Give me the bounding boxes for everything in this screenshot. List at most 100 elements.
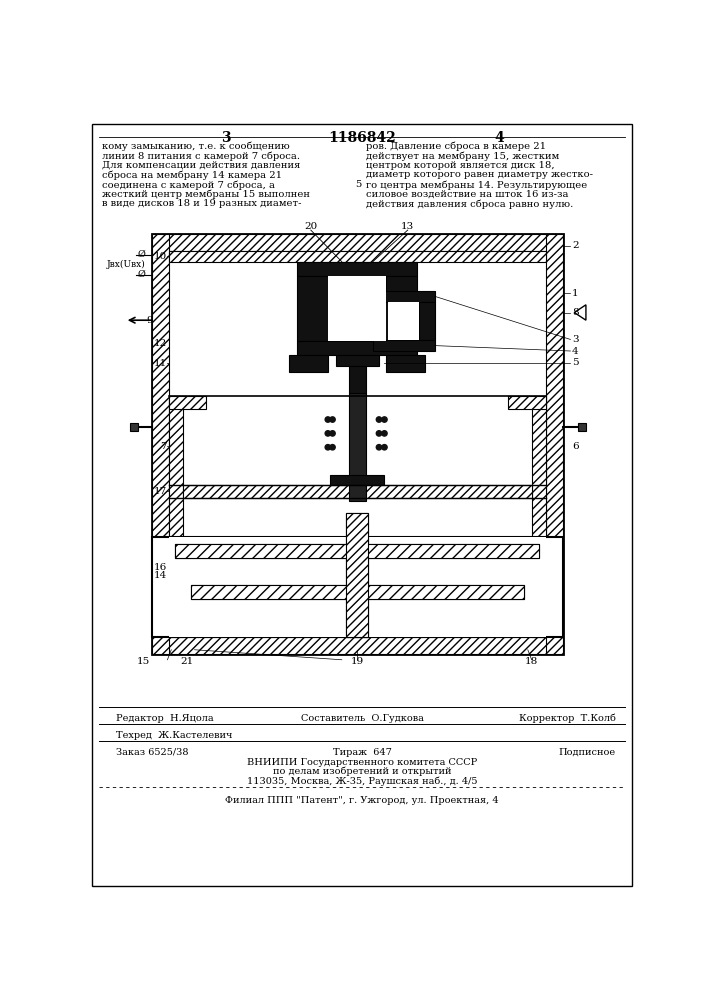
Bar [191,585,524,599]
Text: 113035, Москва, Ж-35, Раушская наб., д. 4/5: 113035, Москва, Ж-35, Раушская наб., д. … [247,776,477,786]
Text: Заказ 6525/38: Заказ 6525/38 [115,748,188,757]
Bar [297,262,417,276]
Text: 11: 11 [153,359,167,368]
Circle shape [382,417,387,422]
Bar [532,396,546,637]
Bar [130,423,138,431]
Bar [386,355,425,372]
Bar [152,234,563,251]
Bar [546,234,563,654]
Bar [175,544,539,558]
Text: соединена с камерой 7 сброса, а: соединена с камерой 7 сброса, а [103,180,275,190]
Text: го центра мембраны 14. Результирующее: го центра мембраны 14. Результирующее [366,180,587,190]
Text: Составитель  О.Гудкова: Составитель О.Гудкова [300,714,423,723]
Bar [373,302,388,340]
Bar [152,537,563,637]
Polygon shape [574,305,586,320]
Circle shape [329,431,335,436]
Text: 8: 8 [572,308,578,317]
Circle shape [376,445,382,450]
Text: 5: 5 [355,180,361,189]
Bar [419,302,435,340]
Text: Тираж  647: Тираж 647 [332,748,392,757]
Bar [297,276,328,341]
Text: Jвх(Uвх): Jвх(Uвх) [107,260,146,269]
Text: диаметр которого равен диаметру жестко-: диаметр которого равен диаметру жестко- [366,170,593,179]
Text: Филиал ППП "Патент", г. Ужгород, ул. Проектная, 4: Филиал ППП "Патент", г. Ужгород, ул. Про… [225,796,498,805]
Bar [336,355,379,366]
Text: Техред  Ж.Кастелевич: Техред Ж.Кастелевич [115,731,232,740]
Bar [386,276,417,341]
Text: 3: 3 [221,131,231,145]
Circle shape [325,445,331,450]
Bar [388,302,419,340]
Text: 19: 19 [351,657,364,666]
Bar [175,544,539,558]
Text: 17: 17 [153,487,167,496]
Bar [373,340,435,351]
Bar [191,585,524,599]
Bar [508,396,546,409]
Bar [373,291,435,302]
Text: сброса на мембрану 14 камера 21: сброса на мембрану 14 камера 21 [103,170,283,180]
Text: действия давления сброса равно нулю.: действия давления сброса равно нулю. [366,199,573,209]
Text: 21: 21 [180,657,194,666]
Text: в виде дисков 18 и 19 разных диамет-: в виде дисков 18 и 19 разных диамет- [103,199,302,208]
Bar [169,396,183,637]
Circle shape [382,445,387,450]
Bar [152,637,563,654]
Text: Корректор  Т.Колб: Корректор Т.Колб [518,714,615,723]
Text: 7: 7 [160,442,167,451]
Circle shape [382,431,387,436]
Text: силовое воздействие на шток 16 из-за: силовое воздействие на шток 16 из-за [366,190,568,199]
Bar [330,475,385,485]
Text: кому замыканию, т.е. к сообщению: кому замыканию, т.е. к сообщению [103,142,290,151]
Bar [152,234,169,654]
Bar [152,234,563,654]
Text: 9: 9 [147,316,153,325]
Text: Для компенсации действия давления: Для компенсации действия давления [103,161,300,170]
Bar [346,513,368,637]
Text: Редактор  Н.Яцола: Редактор Н.Яцола [115,714,213,723]
Text: 6: 6 [572,442,578,451]
Text: 15: 15 [136,657,150,666]
Text: ров. Давление сброса в камере 21: ров. Давление сброса в камере 21 [366,142,546,151]
Text: 4: 4 [572,347,578,356]
Circle shape [329,445,335,450]
Text: действует на мембрану 15, жестким: действует на мембрану 15, жестким [366,151,559,161]
Text: ВНИИПИ Государственного комитета СССР: ВНИИПИ Государственного комитета СССР [247,758,477,767]
Text: 12: 12 [153,339,167,348]
Text: Ø: Ø [138,250,146,259]
Bar [183,485,532,498]
Bar [578,423,586,431]
Text: 1186842: 1186842 [328,131,396,145]
Text: 5: 5 [572,358,578,367]
Bar [289,355,328,372]
Text: 4: 4 [494,131,504,145]
Text: центром которой является диск 18,: центром которой является диск 18, [366,161,554,170]
Bar [297,341,417,355]
Text: 14: 14 [153,571,167,580]
Bar [349,393,366,501]
Text: 13: 13 [401,222,414,231]
Bar [349,366,366,393]
Circle shape [376,417,382,422]
Bar [328,276,386,341]
Text: жесткий центр мембраны 15 выполнен: жесткий центр мембраны 15 выполнен [103,190,310,199]
Text: по делам изобретений и открытий: по делам изобретений и открытий [273,767,451,776]
Text: 3: 3 [572,335,578,344]
Text: Ø: Ø [138,270,146,279]
Bar [346,513,368,637]
Circle shape [376,431,382,436]
Bar [169,396,206,409]
Text: 10: 10 [153,252,167,261]
Text: 18: 18 [525,657,538,666]
Text: 20: 20 [304,222,317,231]
Text: 1: 1 [572,289,578,298]
Circle shape [329,417,335,422]
Text: 2: 2 [572,241,578,250]
Text: 16: 16 [153,563,167,572]
Text: Подписное: Подписное [559,748,615,757]
Bar [169,251,546,262]
Bar [169,537,546,637]
